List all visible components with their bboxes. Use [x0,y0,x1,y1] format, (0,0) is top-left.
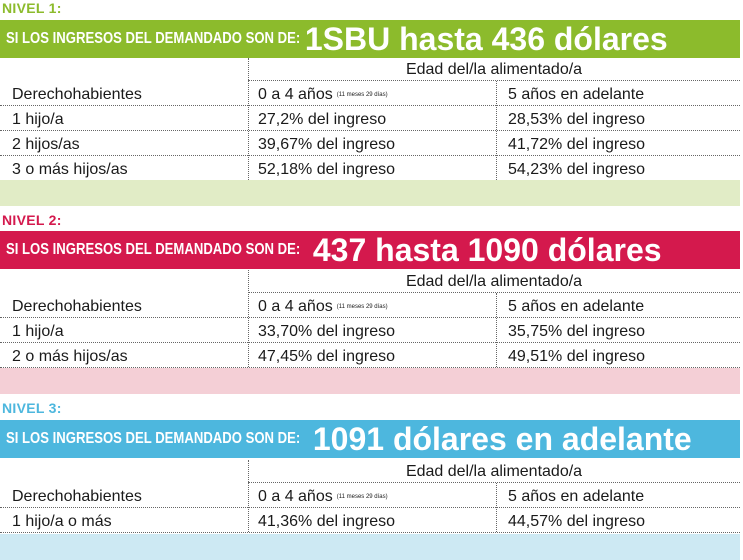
level-1-banner-prefix: SI LOS INGRESOS DEL DEMANDADO SON DE: [6,30,301,47]
level-3-banner: SI LOS INGRESOS DEL DEMANDADO SON DE: 10… [0,420,740,458]
column-header-0-4-label: 0 a 4 años [258,86,333,104]
column-header-0-4-note: (11 meses 29 días) [336,494,388,500]
column-header-derechohabientes: Derechohabientes [12,86,142,103]
column-header-5-plus: 5 años en adelante [508,488,645,505]
table-row: 1 hijo/a 27,2% del ingreso 28,53% del in… [0,106,740,131]
level-2-group-header: Edad del/la alimentado/a [248,270,740,293]
column-header-0-4: 0 a 4 años (11 meses 29 días) [258,293,496,317]
row-value-0-4: 33,70% del ingreso [258,323,395,340]
row-label: 1 hijo/a [12,323,64,340]
table-row: 2 hijos/as 39,67% del ingreso 41,72% del… [0,131,740,156]
column-header-0-4-label: 0 a 4 años [258,298,333,316]
level-2-banner: SI LOS INGRESOS DEL DEMANDADO SON DE: 43… [0,231,740,269]
level-1-footer-bar [0,180,740,206]
column-header-derechohabientes: Derechohabientes [12,298,142,315]
column-header-0-4: 0 a 4 años (11 meses 29 días) [258,81,496,105]
row-value-5-plus: 28,53% del ingreso [508,111,645,128]
table-row: 3 o más hijos/as 52,18% del ingreso 54,2… [0,156,740,181]
row-label: 1 hijo/a [12,111,64,128]
row-value-5-plus: 44,57% del ingreso [508,513,645,530]
column-divider [248,270,249,367]
level-1-banner-range: 1SBU hasta 436 dólares [304,20,668,57]
level-1-group-header: Edad del/la alimentado/a [248,58,740,81]
row-value-5-plus: 49,51% del ingreso [508,348,645,365]
level-3-group-header: Edad del/la alimentado/a [248,460,740,483]
column-header-0-4-note: (11 meses 29 días) [336,304,388,310]
level-1-banner: SI LOS INGRESOS DEL DEMANDADO SON DE: 1S… [0,20,740,58]
level-3-header-row: Derechohabientes 0 a 4 años (11 meses 29 … [0,483,740,508]
row-value-0-4: 41,36% del ingreso [258,513,395,530]
level-1-label: NIVEL 1: [2,0,62,16]
row-value-5-plus: 41,72% del ingreso [508,136,645,153]
row-value-0-4: 52,18% del ingreso [258,161,395,178]
row-label: 1 hijo/a o más [12,513,112,530]
level-2-header-row: Derechohabientes 0 a 4 años (11 meses 29 … [0,293,740,318]
column-divider [496,81,497,180]
row-value-0-4: 39,67% del ingreso [258,136,395,153]
level-1-header-row: Derechohabientes 0 a 4 años (11 meses 29 … [0,81,740,106]
row-value-5-plus: 35,75% del ingreso [508,323,645,340]
column-divider [496,293,497,367]
level-2-banner-prefix: SI LOS INGRESOS DEL DEMANDADO SON DE: [6,241,301,258]
row-value-0-4: 27,2% del ingreso [258,111,387,128]
column-divider [248,58,249,180]
row-label: 3 o más hijos/as [12,161,128,178]
level-2-table: Edad del/la alimentado/a Derechohabiente… [0,270,740,370]
column-header-0-4-label: 0 a 4 años [258,488,333,506]
level-3-label: NIVEL 3: [2,400,62,416]
column-divider [496,483,497,532]
column-header-derechohabientes: Derechohabientes [12,488,142,505]
column-header-0-4-note: (11 meses 29 días) [336,92,388,98]
level-2-banner-range: 437 hasta 1090 dólares [312,231,662,268]
level-3-banner-range: 1091 dólares en adelante [312,420,692,457]
table-row: 1 hijo/a o más 41,36% del ingreso 44,57%… [0,508,740,533]
row-label: 2 hijos/as [12,136,80,153]
level-3-table: Edad del/la alimentado/a Derechohabiente… [0,460,740,540]
column-header-0-4: 0 a 4 años (11 meses 29 días) [258,483,496,507]
level-3-footer-bar [0,534,740,560]
level-2-label: NIVEL 2: [2,212,62,228]
row-value-0-4: 47,45% del ingreso [258,348,395,365]
row-value-5-plus: 54,23% del ingreso [508,161,645,178]
row-label: 2 o más hijos/as [12,348,128,365]
column-divider [248,460,249,532]
level-2-footer-bar [0,368,740,394]
column-header-5-plus: 5 años en adelante [508,298,645,315]
column-header-5-plus: 5 años en adelante [508,86,645,103]
table-row: 1 hijo/a 33,70% del ingreso 35,75% del i… [0,318,740,343]
level-1-table: Edad del/la alimentado/a Derechohabiente… [0,58,740,208]
table-row: 2 o más hijos/as 47,45% del ingreso 49,5… [0,343,740,368]
level-3-banner-prefix: SI LOS INGRESOS DEL DEMANDADO SON DE: [6,430,301,447]
